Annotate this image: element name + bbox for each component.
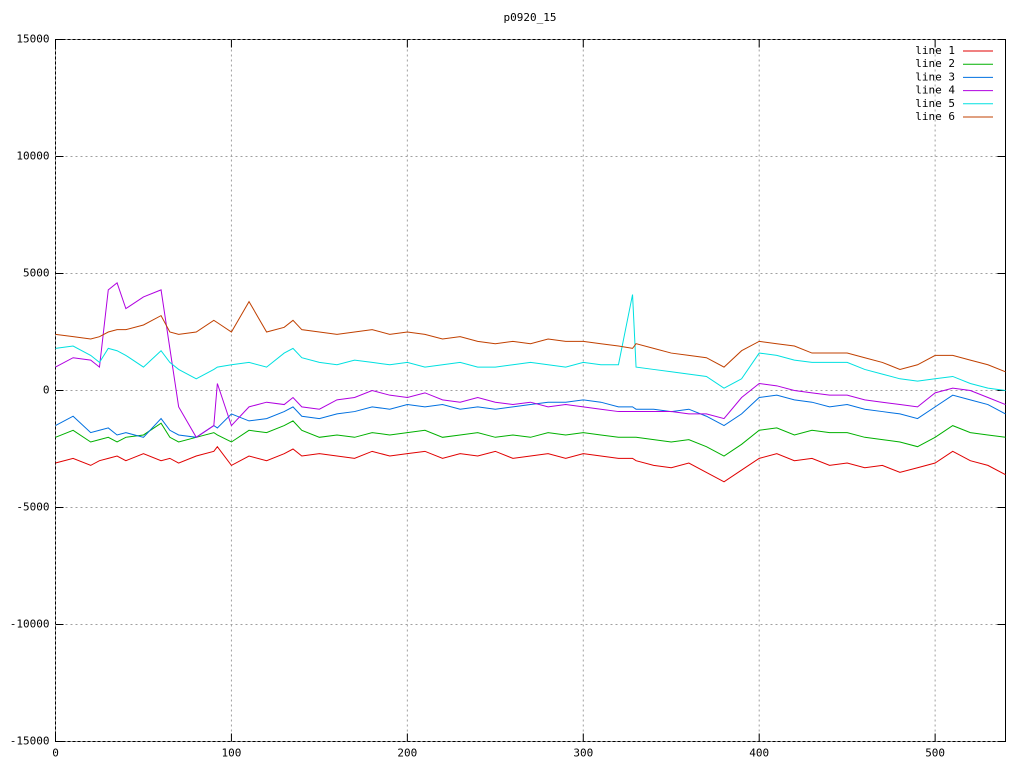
data-line — [55, 282, 1006, 439]
x-tick-label: 300 — [573, 747, 593, 760]
data-line — [55, 294, 1006, 391]
legend-label: line 1 — [915, 44, 955, 57]
legend-label: line 2 — [915, 57, 955, 70]
y-tick-label: -5000 — [16, 501, 49, 514]
legend-label: line 3 — [915, 70, 955, 83]
x-tick-label: 200 — [397, 747, 417, 760]
y-tick-label: 10000 — [16, 150, 49, 163]
y-tick-label: -10000 — [10, 618, 50, 631]
data-line — [55, 300, 1006, 373]
x-tick-label: 500 — [925, 747, 945, 760]
chart-title: p0920_15 — [504, 11, 557, 24]
y-tick-label: 5000 — [23, 267, 50, 280]
data-line — [55, 445, 1006, 483]
y-tick-label: 15000 — [16, 33, 49, 46]
y-tick-label: -15000 — [10, 735, 50, 748]
legend-label: line 6 — [915, 110, 955, 123]
x-tick-label: 100 — [221, 747, 241, 760]
legend-label: line 5 — [915, 97, 955, 110]
data-line — [55, 394, 1006, 438]
y-tick-label: 0 — [43, 384, 50, 397]
legend-label: line 4 — [915, 84, 955, 97]
x-tick-label: 0 — [52, 747, 59, 760]
data-line — [55, 420, 1006, 457]
x-tick-label: 400 — [749, 747, 769, 760]
